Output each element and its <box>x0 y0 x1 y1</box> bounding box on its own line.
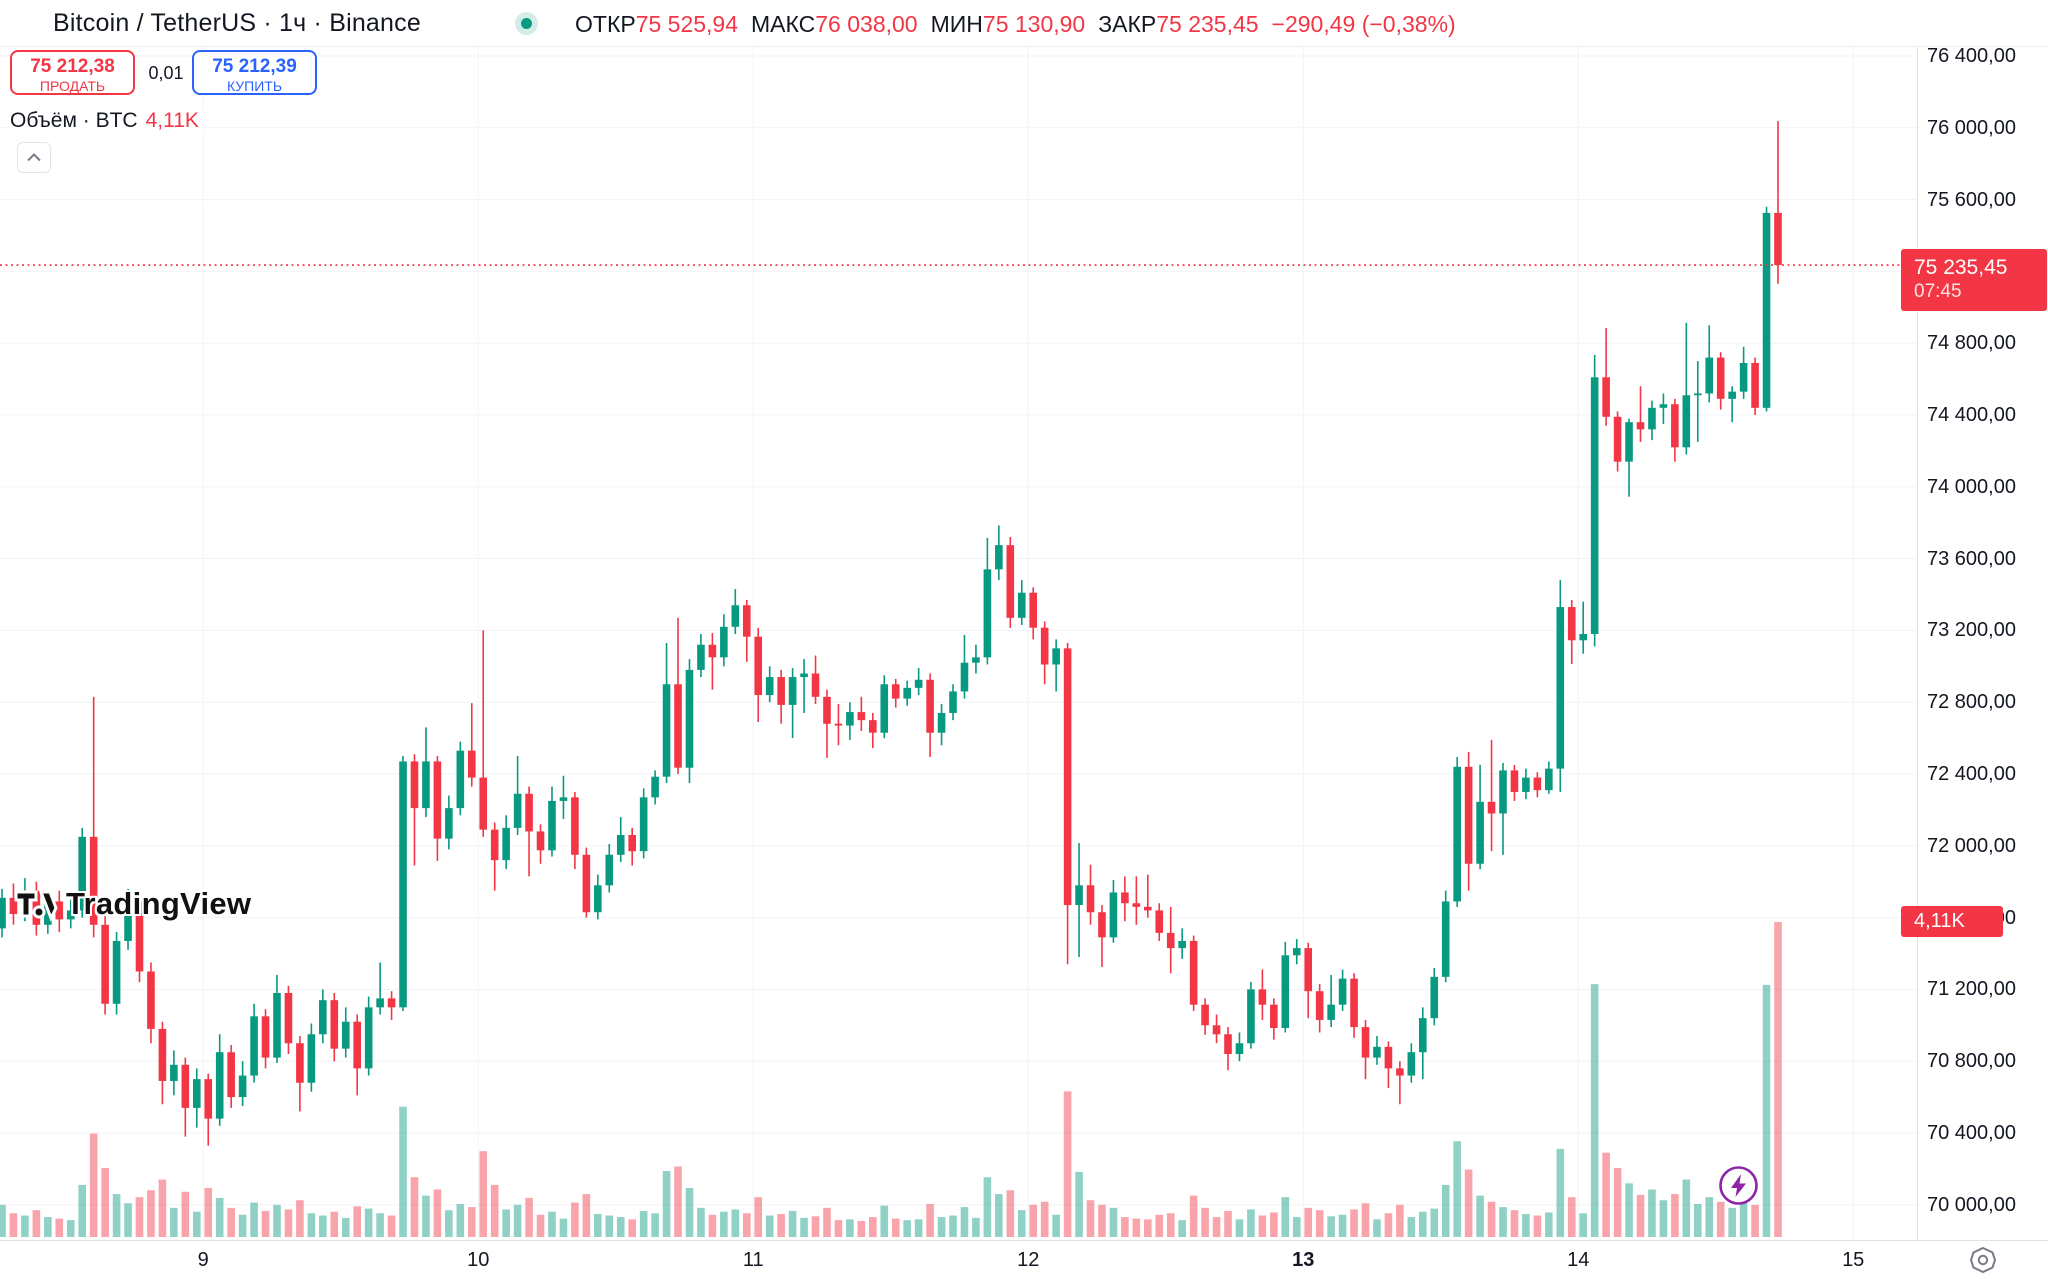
market-open-dot-icon <box>521 18 532 29</box>
chart-header <box>0 0 2048 47</box>
change-value: −290,49 (−0,38%) <box>1271 11 1456 37</box>
current-volume-badge: 4,11K <box>1901 906 2003 937</box>
time-axis-label: 10 <box>467 1249 490 1271</box>
price-axis-label: 72 000,00 <box>1927 834 2016 857</box>
open-label: ОТКР <box>575 11 636 37</box>
price-axis-label: 74 800,00 <box>1927 332 2016 355</box>
low-label: МИН <box>930 11 983 37</box>
time-axis-label: 12 <box>1017 1249 1040 1271</box>
price-axis-label: 70 800,00 <box>1927 1050 2016 1073</box>
spread-value: 0,01 <box>141 61 191 85</box>
price-axis-label: 71 200,00 <box>1927 978 2016 1001</box>
high-label: МАКС <box>751 11 816 37</box>
time-axis-label: 11 <box>742 1249 764 1271</box>
price-axis-label: 70 000,00 <box>1927 1193 2016 1216</box>
price-axis-label: 76 400,00 <box>1927 45 2016 67</box>
close-label: ЗАКР <box>1098 11 1157 37</box>
market-status-icon <box>515 12 538 35</box>
volume-value: 4,11K <box>145 109 199 132</box>
buy-button[interactable]: 75 212,39 КУПИТЬ <box>192 50 317 95</box>
current-price: 75 235,45 <box>1914 256 2008 279</box>
price-axis-label: 74 400,00 <box>1927 404 2016 426</box>
bar-countdown: 07:45 <box>1914 281 1962 302</box>
time-axis-label: 14 <box>1567 1249 1590 1271</box>
price-axis[interactable]: 76 400,00 76 000,00 75 600,00 74 800,00 74 4… <box>1917 0 2048 1240</box>
chevron-up-icon <box>27 153 41 162</box>
symbol-title[interactable]: Bitcoin / TetherUS · 1ч · Binance <box>53 9 421 37</box>
low-value: 75 130,90 <box>982 11 1086 37</box>
sell-button[interactable]: 75 212,38 ПРОДАТЬ <box>10 50 135 95</box>
current-price-badge: 75 235,45 07:45 <box>1901 249 2047 311</box>
sell-label: ПРОДАТЬ <box>39 78 106 94</box>
volume-legend[interactable]: Объём · BTC 4,11K <box>10 107 203 135</box>
time-axis-label: 13 <box>1292 1249 1315 1271</box>
price-axis-label: 70 400,00 <box>1927 1122 2016 1144</box>
price-axis-label: 73 600,00 <box>1927 547 2016 570</box>
instant-trading-lightning-icon[interactable] <box>1718 1165 1759 1206</box>
scale-settings-gear-icon[interactable] <box>1968 1245 1998 1275</box>
sell-price: 75 212,38 <box>30 56 115 77</box>
price-axis-label: 74 000,00 <box>1927 475 2016 498</box>
buy-price: 75 212,39 <box>212 56 297 77</box>
price-axis-label: 72 400,00 <box>1927 763 2016 785</box>
open-value: 75 525,94 <box>635 11 739 37</box>
high-value: 76 038,00 <box>815 11 918 37</box>
price-axis-label: 72 800,00 <box>1927 691 2016 714</box>
price-axis-label: 75 600,00 <box>1927 188 2016 211</box>
price-axis-label: 76 000,00 <box>1927 116 2016 139</box>
ohlc-row: ОТКР75 525,94 МАКС76 038,00 МИН75 130,90 ЗА… <box>575 11 1456 38</box>
price-axis-label: 73 200,00 <box>1927 619 2016 642</box>
time-axis-label: 9 <box>197 1249 209 1271</box>
buy-label: КУПИТЬ <box>226 78 283 94</box>
volume-label: Объём · BTC <box>10 109 138 132</box>
collapse-legend-button[interactable] <box>17 142 51 173</box>
time-axis-label: 15 <box>1842 1249 1865 1271</box>
time-axis[interactable]: 9 10 11 12 13 14 15 <box>0 1240 2048 1279</box>
close-value: 75 235,45 <box>1156 11 1259 37</box>
candlestick-chart[interactable] <box>0 0 1917 1240</box>
